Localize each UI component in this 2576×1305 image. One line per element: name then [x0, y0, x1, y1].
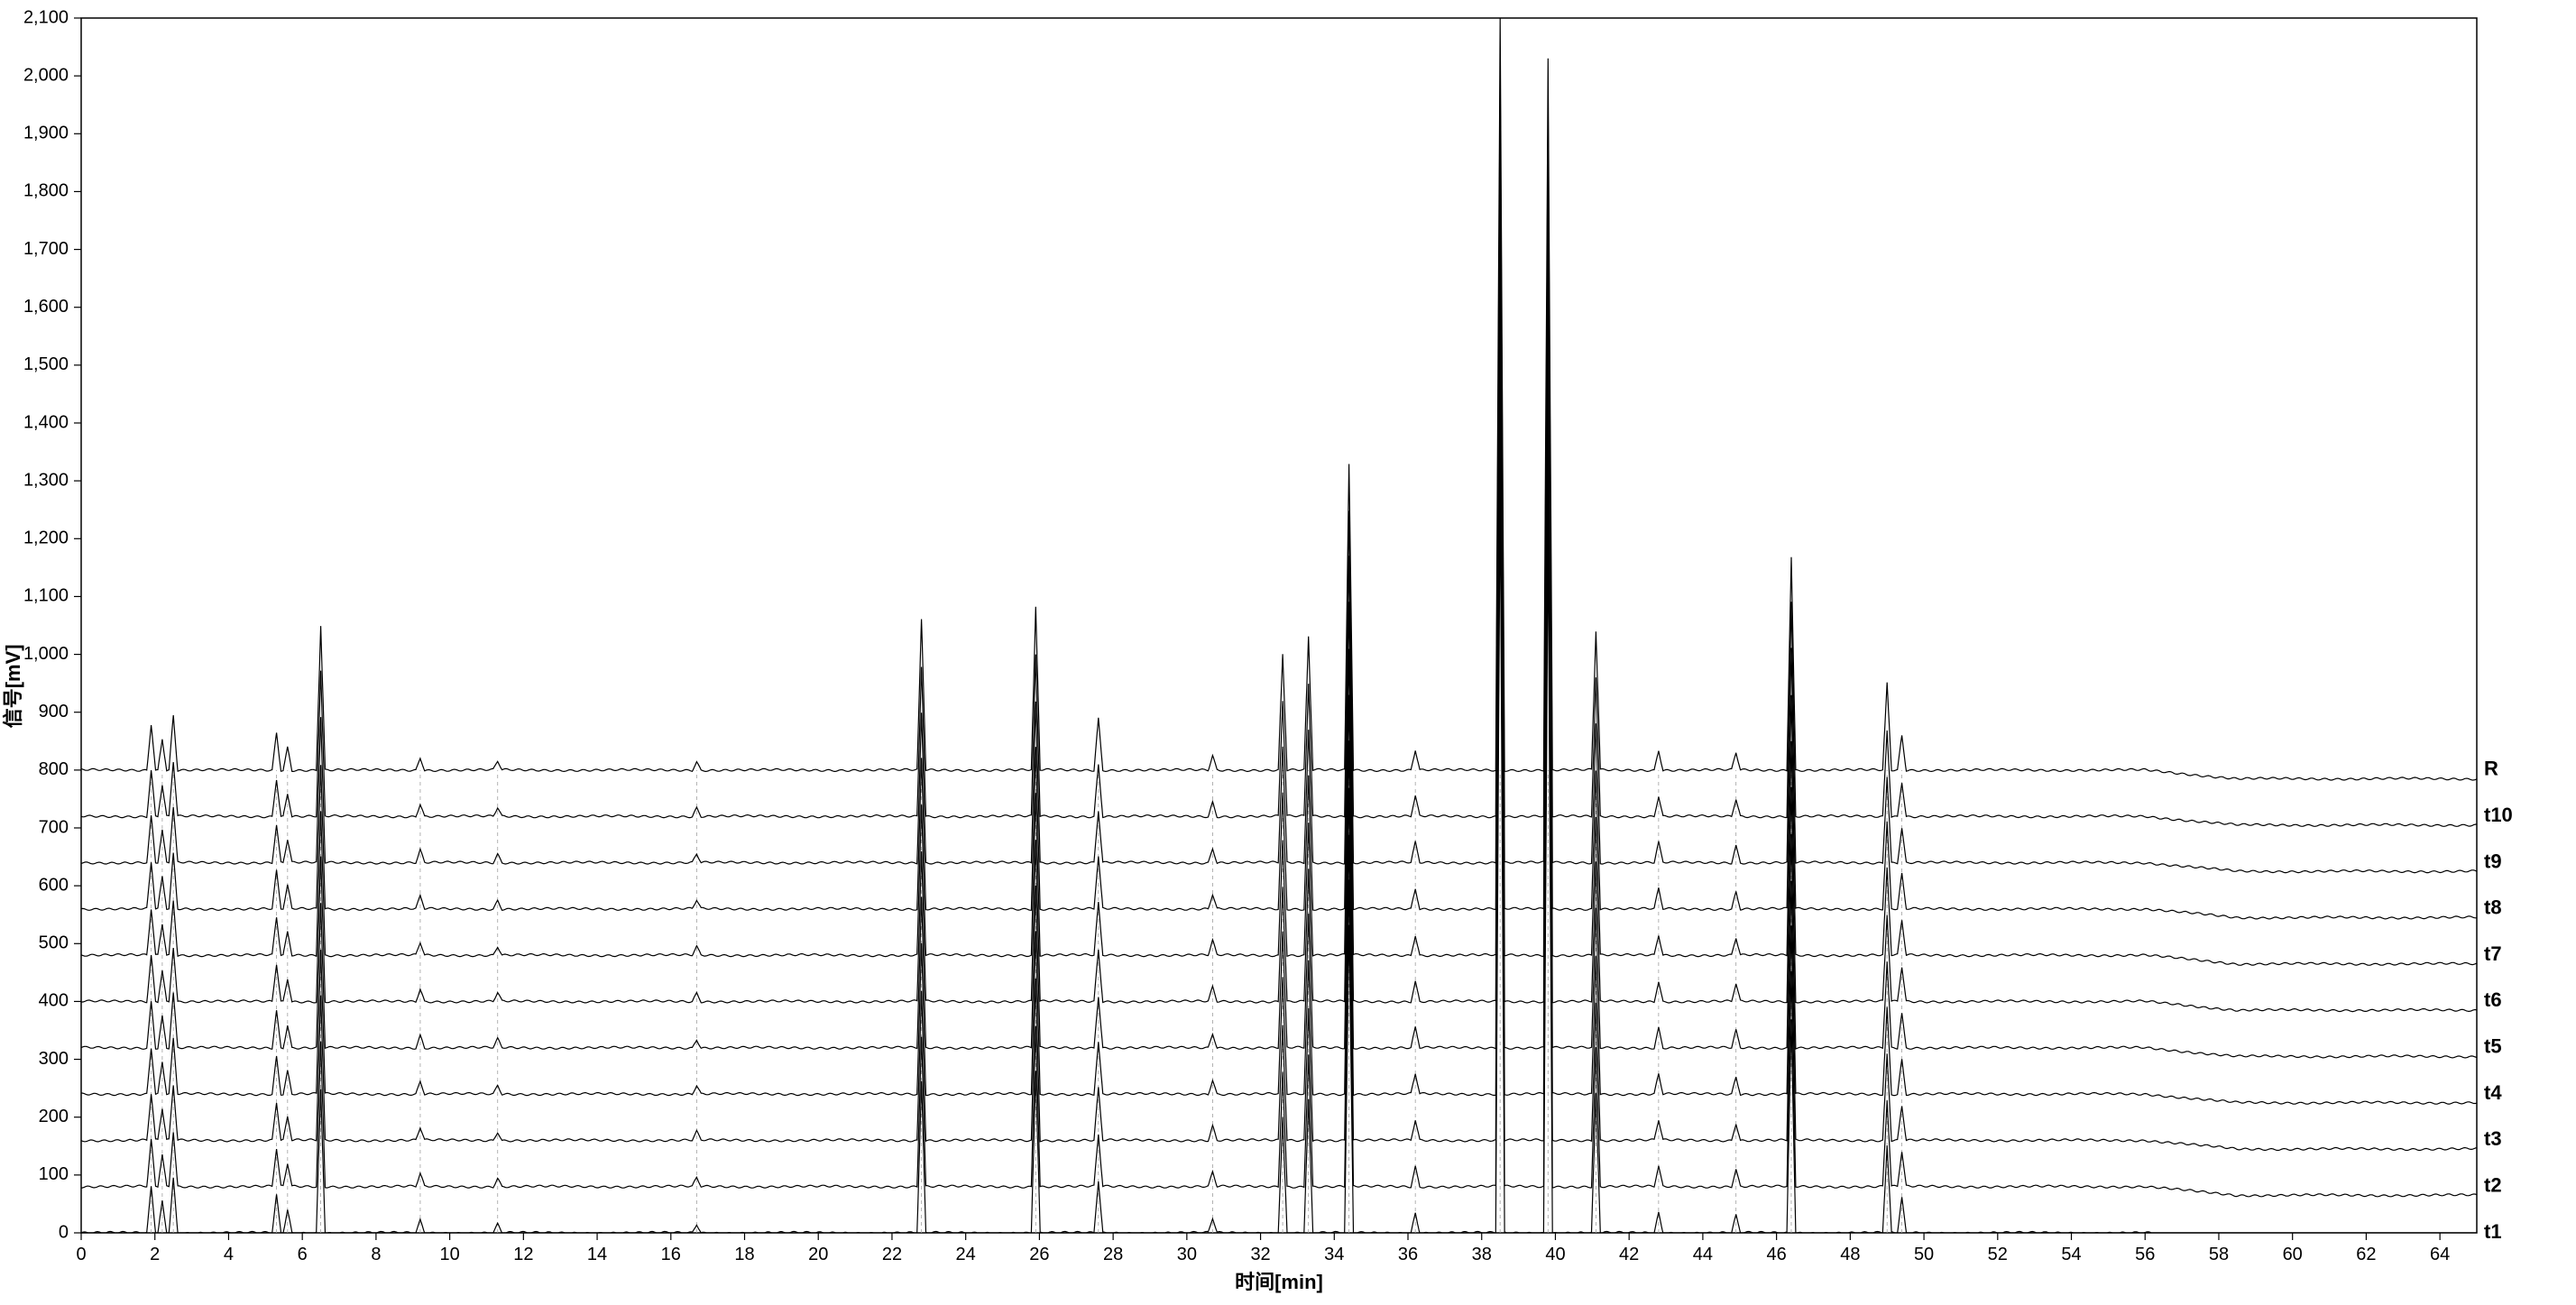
y-tick-label: 1,300: [23, 470, 69, 490]
trace-label: t4: [2484, 1081, 2502, 1104]
y-tick-label: 0: [59, 1222, 69, 1242]
y-tick-label: 1,900: [23, 124, 69, 143]
y-tick-label: 2,000: [23, 65, 69, 85]
x-tick-label: 48: [1840, 1245, 1860, 1264]
x-tick-label: 8: [371, 1245, 381, 1264]
trace-label: t7: [2484, 942, 2502, 965]
x-tick-label: 28: [1103, 1245, 1123, 1264]
x-tick-label: 14: [587, 1245, 607, 1264]
y-tick-label: 1,600: [23, 297, 69, 317]
x-tick-label: 38: [1472, 1245, 1492, 1264]
chromatogram-trace: [81, 18, 2477, 780]
x-axis-title: 时间[min]: [1235, 1271, 1323, 1293]
y-tick-label: 800: [39, 759, 69, 779]
y-tick-label: 900: [39, 702, 69, 721]
x-tick-label: 26: [1029, 1245, 1049, 1264]
x-tick-label: 6: [298, 1245, 308, 1264]
trace-label: t3: [2484, 1127, 2502, 1150]
y-axis-title: 信号[mV]: [2, 644, 24, 728]
y-tick-label: 400: [39, 991, 69, 1011]
y-tick-label: 1,400: [23, 412, 69, 432]
trace-label: t8: [2484, 896, 2502, 919]
trace-label: t5: [2484, 1035, 2502, 1058]
trace-label: t6: [2484, 988, 2502, 1011]
trace-label: t9: [2484, 850, 2502, 872]
x-tick-label: 50: [1914, 1245, 1934, 1264]
x-tick-label: 32: [1250, 1245, 1270, 1264]
x-tick-label: 30: [1177, 1245, 1197, 1264]
y-tick-label: 600: [39, 875, 69, 895]
x-tick-label: 20: [808, 1245, 828, 1264]
x-tick-label: 24: [956, 1245, 976, 1264]
trace-label: t2: [2484, 1173, 2502, 1196]
trace-label: R: [2484, 758, 2498, 780]
x-tick-label: 60: [2283, 1245, 2303, 1264]
y-tick-label: 1,000: [23, 644, 69, 664]
x-tick-label: 52: [1988, 1245, 2008, 1264]
x-tick-label: 0: [76, 1245, 86, 1264]
x-tick-label: 62: [2356, 1245, 2376, 1264]
x-tick-label: 10: [439, 1245, 459, 1264]
x-tick-label: 12: [513, 1245, 533, 1264]
chromatogram-chart: 01002003004005006007008009001,0001,1001,…: [0, 0, 2576, 1305]
y-tick-label: 1,100: [23, 586, 69, 606]
x-tick-label: 4: [224, 1245, 234, 1264]
x-tick-label: 36: [1398, 1245, 1418, 1264]
x-tick-label: 56: [2135, 1245, 2155, 1264]
y-tick-label: 1,200: [23, 528, 69, 548]
chromatogram-trace: [81, 65, 2477, 826]
x-tick-label: 64: [2430, 1245, 2450, 1264]
y-tick-label: 500: [39, 933, 69, 953]
x-tick-label: 44: [1693, 1245, 1713, 1264]
plot-frame: [81, 18, 2477, 1233]
chart-canvas: 01002003004005006007008009001,0001,1001,…: [0, 0, 2576, 1305]
y-tick-label: 700: [39, 817, 69, 837]
x-tick-label: 40: [1545, 1245, 1565, 1264]
y-tick-label: 1,700: [23, 239, 69, 259]
x-tick-label: 54: [2061, 1245, 2081, 1264]
x-tick-label: 42: [1619, 1245, 1639, 1264]
x-tick-label: 18: [734, 1245, 754, 1264]
y-tick-label: 1,500: [23, 354, 69, 374]
x-tick-label: 2: [150, 1245, 160, 1264]
y-tick-label: 100: [39, 1164, 69, 1184]
y-tick-label: 200: [39, 1107, 69, 1126]
x-tick-label: 58: [2209, 1245, 2229, 1264]
x-tick-label: 16: [661, 1245, 681, 1264]
y-tick-label: 1,800: [23, 181, 69, 201]
y-tick-label: 300: [39, 1049, 69, 1069]
trace-label: t1: [2484, 1220, 2502, 1243]
x-tick-label: 22: [882, 1245, 902, 1264]
x-tick-label: 46: [1767, 1245, 1787, 1264]
y-tick-label: 2,100: [23, 7, 69, 27]
trace-label: t10: [2484, 804, 2513, 826]
x-tick-label: 34: [1324, 1245, 1344, 1264]
